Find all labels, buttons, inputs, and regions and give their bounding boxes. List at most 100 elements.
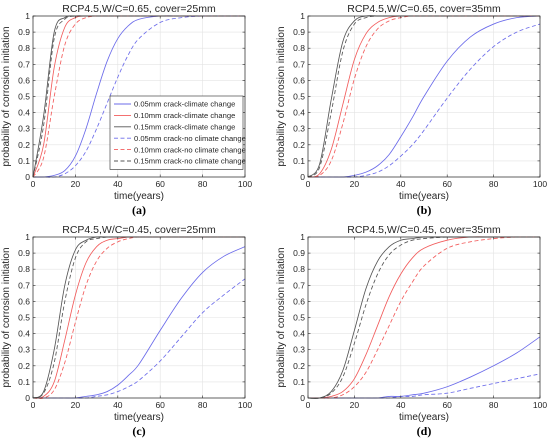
x-axis-label: time(years) (114, 191, 164, 202)
legend-entry: 0.05mm crack-climate change (134, 100, 235, 109)
x-tick-label: 100 (533, 400, 547, 410)
y-tick-label: 0.5 (18, 313, 30, 323)
x-tick-label: 80 (489, 400, 499, 410)
chart-panel-2: 0 20 40 60 80 100 0 0.1 0.2 0.3 0.4 0.5 0.6 0.7 0.8 0.9… (276, 3, 547, 217)
y-tick-label: 0.6 (293, 296, 305, 306)
y-tick-label: 0.3 (18, 124, 30, 134)
chart-title: RCP4.5,W/C=0.45, cover=25mm (62, 224, 216, 236)
y-tick-label: 0.9 (293, 248, 305, 258)
chart-panel-4: 0 20 40 60 80 100 0 0.1 0.2 0.3 0.4 0.5 0.6 0.7 0.8 0.9… (276, 224, 547, 438)
y-tick-label: 0 (300, 172, 305, 182)
legend-entry: 0.10mm crack-climate change (134, 111, 235, 120)
y-tick-label: 0.1 (18, 156, 30, 166)
x-axis-label: time(years) (114, 412, 164, 423)
y-tick-label: 0 (300, 393, 305, 403)
legend-entry: 0.15mm crack-climate change (134, 123, 235, 132)
y-tick-label: 0.1 (293, 156, 305, 166)
legend-entry: 0.15mm crack-no climate change (134, 157, 246, 166)
x-tick-label: 20 (350, 179, 360, 189)
y-tick-label: 0.5 (293, 313, 305, 323)
chart-panel-3: 0 20 40 60 80 100 0 0.1 0.2 0.3 0.4 0.5 0.6 0.7 0.8 0.9… (1, 224, 252, 438)
y-tick-label: 0.8 (18, 264, 30, 274)
y-tick-label: 0 (25, 172, 30, 182)
y-axis-label: probability of corrosion initiation (276, 247, 287, 387)
y-tick-label: 1 (25, 11, 30, 21)
chart-panel-1: 0 20 40 60 80 100 0 0.1 0.2 0.3 0.4 0.5 0.6 0.7 0.8 0.9… (1, 3, 252, 217)
series-line-4 (32, 15, 245, 178)
x-tick-label: 0 (306, 179, 311, 189)
x-tick-label: 80 (198, 179, 208, 189)
y-tick-label: 0.8 (293, 43, 305, 53)
y-tick-label: 0.7 (293, 280, 305, 290)
y-tick-label: 0.9 (18, 27, 30, 37)
y-tick-label: 0.2 (18, 140, 30, 150)
legend: 0.05mm crack-climate change 0.10mm crack-… (109, 95, 246, 170)
x-tick-label: 40 (113, 400, 123, 410)
x-tick-label: 20 (71, 400, 81, 410)
x-tick-label: 0 (31, 179, 36, 189)
panel-label: (a) (132, 203, 146, 217)
y-tick-label: 0.4 (18, 108, 30, 118)
y-tick-label: 0.9 (18, 248, 30, 258)
series-line-5 (32, 236, 245, 400)
y-tick-label: 1 (300, 232, 305, 242)
x-tick-label: 80 (489, 179, 499, 189)
y-tick-label: 0.2 (293, 140, 305, 150)
y-tick-label: 0.9 (293, 27, 305, 37)
chart-title: RCP4.5,W/C=0.45, cover=35mm (347, 224, 501, 236)
series-line-5 (308, 236, 541, 399)
y-tick-label: 0 (25, 393, 30, 403)
x-tick-label: 20 (71, 179, 81, 189)
series-line-5 (307, 15, 540, 178)
y-tick-label: 0.1 (18, 377, 30, 387)
y-tick-label: 1 (300, 11, 305, 21)
y-tick-label: 0.2 (293, 361, 305, 371)
x-tick-label: 100 (238, 400, 252, 410)
x-tick-label: 60 (155, 179, 165, 189)
y-tick-label: 0.6 (18, 75, 30, 85)
x-tick-label: 0 (31, 400, 36, 410)
x-tick-label: 80 (198, 400, 208, 410)
x-tick-label: 40 (396, 179, 406, 189)
y-tick-label: 0.4 (293, 329, 305, 339)
panel-label: (d) (417, 424, 432, 438)
y-tick-label: 0.8 (293, 264, 305, 274)
y-tick-label: 1 (25, 232, 30, 242)
y-tick-label: 0.7 (18, 280, 30, 290)
x-tick-label: 40 (113, 179, 123, 189)
x-tick-label: 40 (396, 400, 406, 410)
y-tick-label: 0.1 (293, 377, 305, 387)
y-tick-label: 0.3 (18, 345, 30, 355)
y-tick-label: 0.2 (18, 361, 30, 371)
y-tick-label: 0.4 (293, 108, 305, 118)
x-tick-label: 20 (350, 400, 360, 410)
y-axis-label: probability of corrosion initiation (1, 26, 12, 166)
series-line-5 (32, 15, 245, 178)
x-axis-label: time(years) (399, 191, 449, 202)
y-tick-label: 0.6 (18, 296, 30, 306)
panel-label: (b) (417, 203, 432, 217)
x-tick-label: 60 (155, 400, 165, 410)
y-tick-label: 0.5 (18, 92, 30, 102)
x-axis-label: time(years) (399, 412, 449, 423)
legend-box (109, 95, 244, 170)
x-tick-label: 0 (306, 400, 311, 410)
y-tick-label: 0.3 (293, 124, 305, 134)
y-tick-label: 0.4 (18, 329, 30, 339)
panel-label: (c) (132, 424, 145, 438)
x-tick-label: 60 (442, 179, 452, 189)
y-tick-label: 0.5 (293, 92, 305, 102)
y-axis-label: probability of corrosion initiation (1, 247, 12, 387)
legend-entry: 0.10mm crack-no climate change (134, 145, 246, 154)
y-tick-label: 0.3 (293, 345, 305, 355)
y-tick-label: 0.7 (18, 59, 30, 69)
y-tick-label: 0.7 (293, 59, 305, 69)
x-tick-label: 100 (533, 179, 547, 189)
x-tick-label: 100 (238, 179, 252, 189)
y-tick-label: 0.6 (293, 75, 305, 85)
legend-entry: 0.05mm crack-no climate change (134, 134, 246, 143)
chart-title: RCP4.5,W/C=0.65, cover=35mm (347, 3, 501, 15)
y-axis-label: probability of corrosion initiation (276, 26, 287, 166)
y-tick-label: 0.8 (18, 43, 30, 53)
